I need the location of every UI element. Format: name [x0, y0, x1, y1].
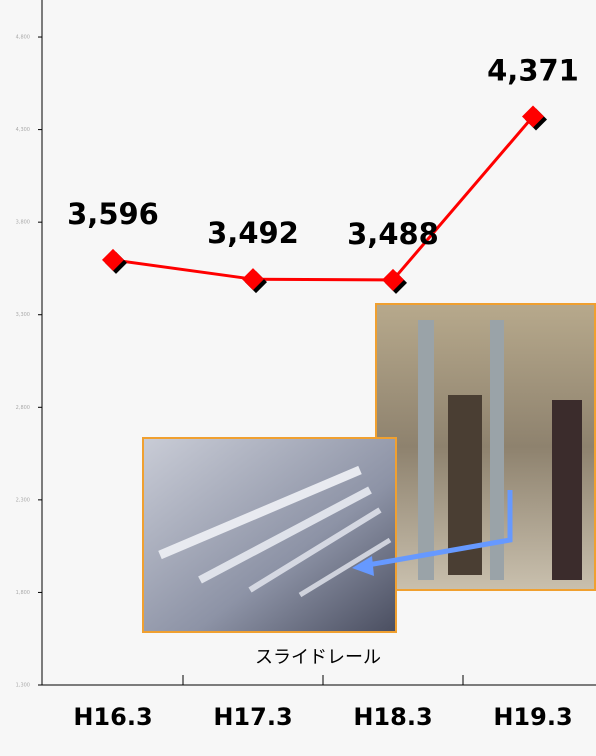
x-tick-label: H18.3	[353, 703, 432, 731]
atm-photo	[376, 304, 595, 590]
line	[113, 116, 533, 279]
y-tick-label: 1,800	[16, 590, 30, 596]
y-tick-label: 2,800	[16, 405, 30, 411]
x-tick-label: H19.3	[493, 703, 572, 731]
y-tick-label: 4,800	[16, 35, 30, 41]
x-tick-label: H17.3	[213, 703, 292, 731]
data-label: 3,492	[207, 216, 299, 250]
data-label: 4,371	[487, 53, 579, 87]
y-tick-label: 1,300	[16, 683, 30, 689]
y-tick-label: 4,300	[16, 127, 30, 133]
chart: 1,300 1,800 2,300 2,800 3,300 3,800 4,300 4,800…	[0, 0, 596, 756]
y-tick-label: 3,300	[16, 312, 30, 318]
caption: スライドレール	[255, 647, 381, 668]
y-tick-label: 3,800	[16, 220, 30, 226]
x-tick-label: H16.3	[73, 703, 152, 731]
data-label: 3,596	[67, 197, 159, 231]
y-tick-label: 2,300	[16, 497, 30, 503]
rail-photo	[143, 438, 396, 632]
data-label: 3,488	[347, 217, 439, 251]
